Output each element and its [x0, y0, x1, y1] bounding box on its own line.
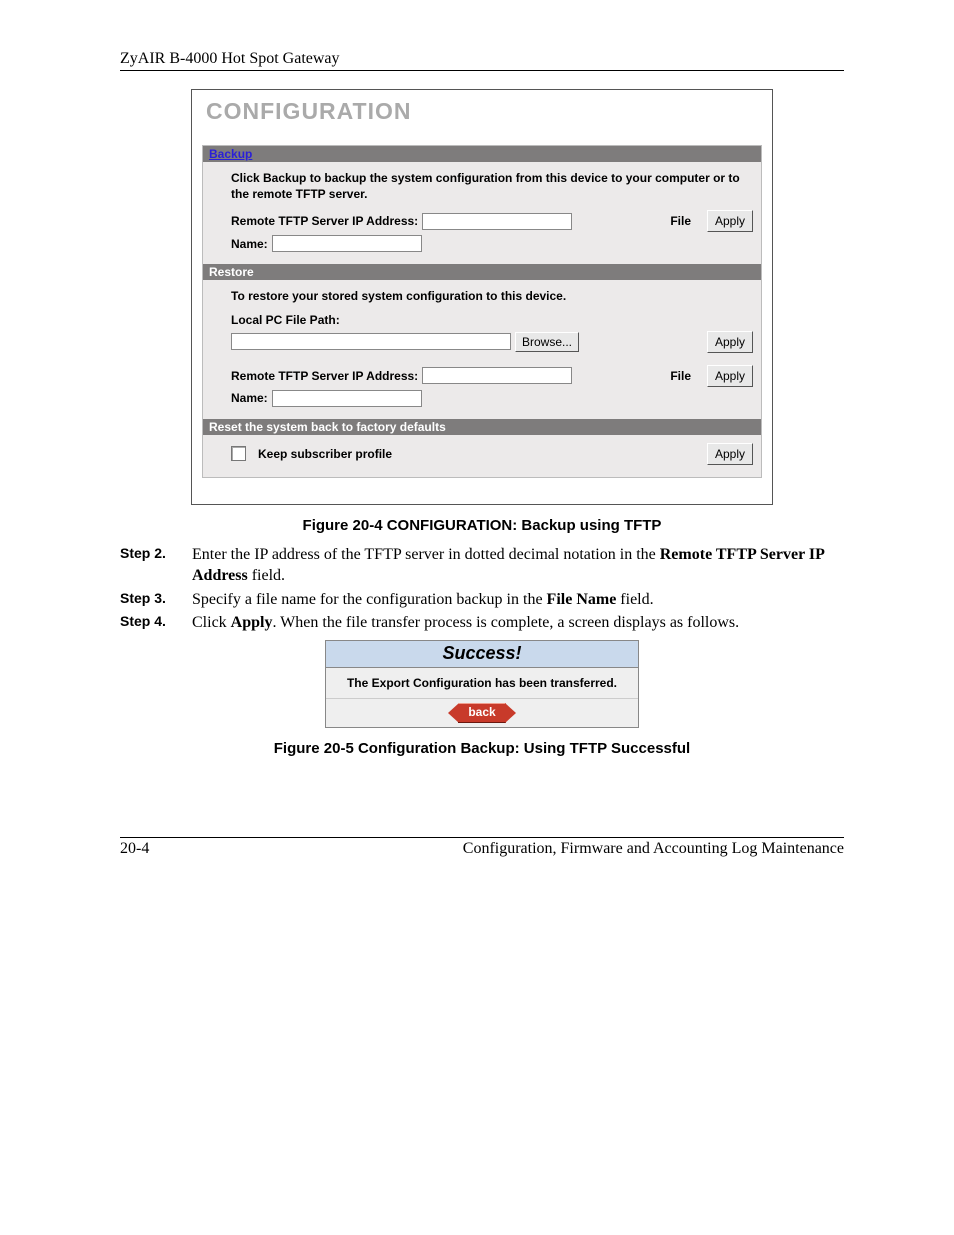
restore-apply2-button[interactable]: Apply	[707, 365, 753, 387]
restore-path-input[interactable]	[231, 333, 511, 350]
config-title: CONFIGURATION	[206, 98, 762, 125]
config-window: CONFIGURATION Backup Click Backup to bac…	[191, 89, 773, 505]
reset-body: Keep subscriber profile Apply	[203, 435, 761, 477]
backup-header[interactable]: Backup	[203, 146, 761, 162]
backup-remote-label: Remote TFTP Server IP Address:	[231, 214, 418, 228]
restore-header: Restore	[203, 264, 761, 280]
backup-ip-input[interactable]	[422, 213, 572, 230]
keep-profile-checkbox[interactable]	[231, 446, 246, 461]
backup-name-label: Name:	[231, 237, 268, 251]
divider	[120, 70, 844, 71]
backup-file-label: File	[670, 214, 691, 228]
back-button[interactable]: back	[458, 703, 505, 721]
success-button-row: back	[326, 699, 638, 727]
page-number: 20-4	[120, 840, 149, 858]
backup-desc: Click Backup to backup the system config…	[231, 170, 753, 202]
restore-body: To restore your stored system configurat…	[203, 280, 761, 418]
divider	[120, 837, 844, 838]
step-text: Enter the IP address of the TFTP server …	[192, 544, 844, 587]
restore-desc: To restore your stored system configurat…	[231, 288, 753, 304]
reset-apply-button[interactable]: Apply	[707, 443, 753, 465]
restore-name-input[interactable]	[272, 390, 422, 407]
step-label: Step 2.	[120, 544, 192, 587]
step-label: Step 4.	[120, 612, 192, 634]
step-text: Specify a file name for the configuratio…	[192, 589, 844, 611]
step-label: Step 3.	[120, 589, 192, 611]
success-message: The Export Configuration has been transf…	[326, 668, 638, 699]
footer-title: Configuration, Firmware and Accounting L…	[463, 840, 844, 858]
restore-file-label: File	[670, 369, 691, 383]
keep-profile-label: Keep subscriber profile	[258, 447, 392, 461]
restore-name-label: Name:	[231, 391, 268, 405]
page-footer: 20-4 Configuration, Firmware and Account…	[120, 837, 844, 858]
page-header: ZyAIR B-4000 Hot Spot Gateway	[120, 50, 844, 68]
reset-header: Reset the system back to factory default…	[203, 419, 761, 435]
browse-button[interactable]: Browse...	[515, 332, 579, 352]
backup-name-input[interactable]	[272, 235, 422, 252]
backup-body: Click Backup to backup the system config…	[203, 162, 761, 264]
step-2: Step 2. Enter the IP address of the TFTP…	[120, 544, 844, 587]
success-box: Success! The Export Configuration has be…	[325, 640, 639, 728]
restore-remote-label: Remote TFTP Server IP Address:	[231, 369, 418, 383]
steps: Step 2. Enter the IP address of the TFTP…	[120, 544, 844, 634]
figure-20-4-caption: Figure 20-4 CONFIGURATION: Backup using …	[120, 517, 844, 534]
restore-ip-input[interactable]	[422, 367, 572, 384]
figure-20-5-caption: Figure 20-5 Configuration Backup: Using …	[120, 740, 844, 757]
success-title: Success!	[326, 641, 638, 668]
backup-apply-button[interactable]: Apply	[707, 210, 753, 232]
restore-apply1-button[interactable]: Apply	[707, 331, 753, 353]
restore-local-label: Local PC File Path:	[231, 313, 753, 327]
step-4: Step 4. Click Apply. When the file trans…	[120, 612, 844, 634]
step-text: Click Apply. When the file transfer proc…	[192, 612, 844, 634]
config-inner: Backup Click Backup to backup the system…	[202, 145, 762, 478]
step-3: Step 3. Specify a file name for the conf…	[120, 589, 844, 611]
